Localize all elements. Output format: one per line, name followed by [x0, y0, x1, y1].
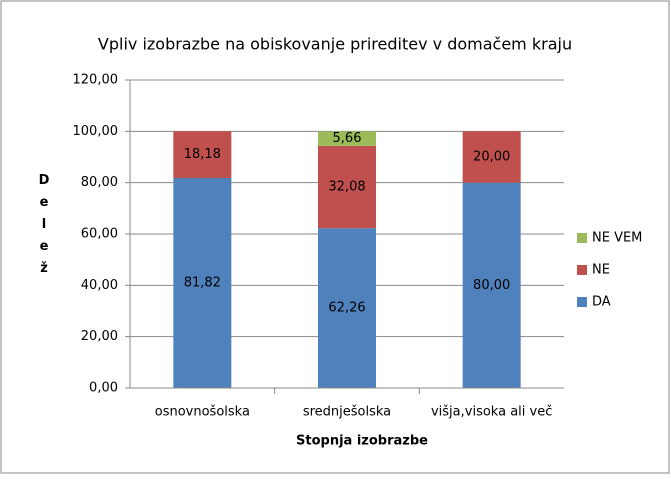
x-axis-title: Stopnja izobrazbe	[296, 434, 428, 449]
data-label: 62,26	[328, 301, 365, 316]
data-label: 20,00	[473, 150, 510, 165]
data-label: 18,18	[184, 147, 221, 162]
legend-label: NE VEM	[592, 231, 642, 246]
data-label: 80,00	[473, 278, 510, 293]
data-label: 81,82	[184, 275, 221, 290]
legend-label: DA	[592, 295, 611, 310]
legend-swatch	[577, 297, 587, 307]
legend-swatch	[577, 233, 587, 243]
y-tick-label: 100,00	[73, 124, 119, 139]
y-tick-label: 0,00	[89, 381, 118, 396]
bar-segment	[173, 131, 232, 178]
bar-segment	[462, 131, 521, 183]
legend-label: NE	[592, 263, 610, 278]
y-tick-label: 20,00	[81, 329, 118, 344]
chart-title: Vpliv izobrazbe na obiskovanje priredite…	[98, 35, 572, 54]
bar-segment	[318, 131, 376, 146]
bar-segment	[173, 177, 232, 388]
legend-swatch	[577, 265, 587, 275]
data-label: 5,66	[333, 131, 362, 146]
x-tick-label: osnovnošolska	[155, 405, 250, 420]
bar-segment	[462, 182, 521, 388]
x-tick-label: višja,visoka ali več	[431, 405, 552, 420]
y-tick-label: 60,00	[81, 227, 118, 242]
x-tick-label: srednješolska	[303, 405, 391, 420]
y-tick-label: 80,00	[81, 175, 118, 190]
bar-segment	[318, 228, 376, 388]
y-tick-label: 40,00	[81, 278, 118, 293]
data-label: 32,08	[328, 180, 365, 195]
y-tick-label: 120,00	[73, 73, 119, 88]
bar-segment	[318, 145, 376, 229]
